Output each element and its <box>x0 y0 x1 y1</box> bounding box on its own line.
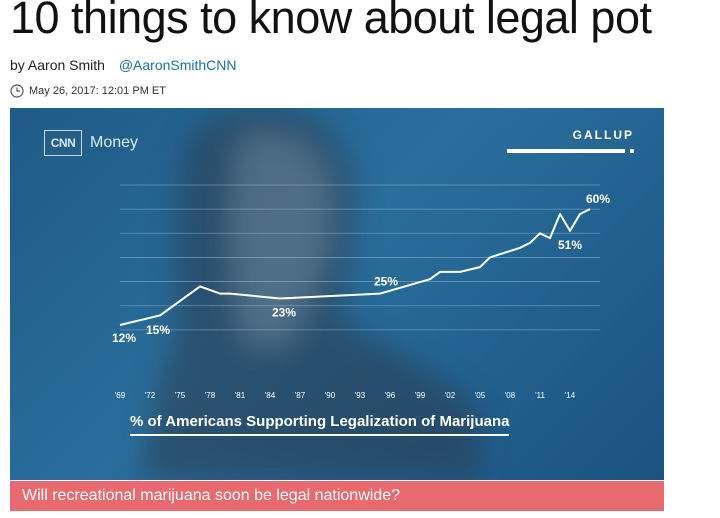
data-label: 15% <box>146 323 170 337</box>
support-series-line <box>119 208 591 326</box>
x-tick-label: '69 <box>115 391 126 400</box>
x-tick-label: '75 <box>175 391 186 400</box>
author-twitter-handle[interactable]: @AaronSmithCNN <box>118 57 237 73</box>
x-tick-label: '11 <box>535 391 545 400</box>
data-label: 60% <box>586 192 610 206</box>
x-tick-label: '02 <box>445 391 456 400</box>
data-label: 23% <box>272 305 296 319</box>
gallup-wordmark: GALLUP <box>572 128 634 142</box>
background-portrait <box>140 108 480 480</box>
video-caption-text: Will recreational marijuana soon be lega… <box>22 487 400 504</box>
x-tick-label: '78 <box>205 391 216 400</box>
support-line-chart: '69 '72 '75 '78 '81 '84 '87 '90 '93 '96 '99 '02 '05 '… <box>112 184 610 400</box>
x-tick-label: '90 <box>325 391 336 400</box>
source-label: GALLUP <box>507 128 634 153</box>
source-underline <box>507 149 634 153</box>
data-labels: 12% 15% 23% 25% 51% 60% <box>112 192 610 345</box>
video-thumbnail[interactable]: CNN Money GALLUP '69 '72 '75 '78 '81 '84 '87 '9… <box>10 108 664 480</box>
data-label: 12% <box>112 331 136 345</box>
data-label: 25% <box>374 275 398 289</box>
x-axis-ticks: '69 '72 '75 '78 '81 '84 '87 '90 '93 '96 '99 '02 '05 '… <box>115 391 576 400</box>
article-headline: 10 things to know about legal pot <box>10 0 652 43</box>
chart-title: % of Americans Supporting Legalization o… <box>130 413 510 436</box>
cnn-logo: CNN <box>44 130 82 156</box>
x-tick-label: '96 <box>385 391 396 400</box>
x-tick-label: '87 <box>295 391 306 400</box>
publish-timestamp: May 26, 2017: 12:01 PM ET <box>29 85 166 97</box>
author-name[interactable]: by Aaron Smith <box>10 57 105 73</box>
money-wordmark: Money <box>90 134 139 151</box>
x-tick-label: '05 <box>475 391 486 400</box>
data-label: 51% <box>558 238 582 252</box>
cnn-money-logo: CNN Money <box>44 130 138 156</box>
x-tick-label: '84 <box>265 391 276 400</box>
x-tick-label: '93 <box>355 391 366 400</box>
x-tick-label: '14 <box>565 391 576 400</box>
x-tick-label: '08 <box>505 391 516 400</box>
x-tick-label: '81 <box>235 391 246 400</box>
chart-gridlines <box>120 184 600 331</box>
byline: by Aaron Smith @AaronSmithCNN <box>10 57 237 73</box>
x-tick-label: '99 <box>415 391 426 400</box>
dateline: May 26, 2017: 12:01 PM ET <box>10 84 166 98</box>
clock-icon <box>10 84 24 98</box>
video-caption-bar[interactable]: Will recreational marijuana soon be lega… <box>10 481 664 511</box>
x-tick-label: '72 <box>145 391 156 400</box>
